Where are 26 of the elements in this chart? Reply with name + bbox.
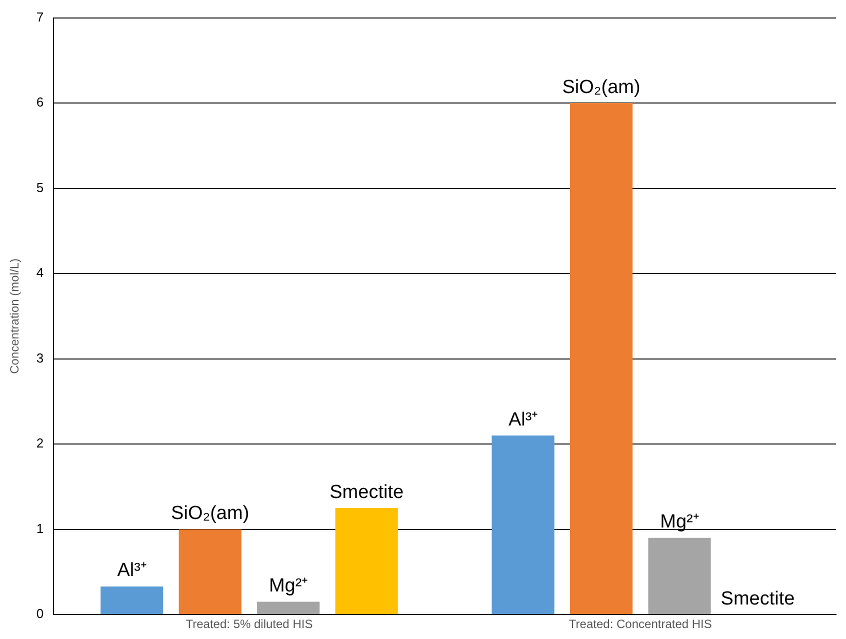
x-tick-label: Treated: Concentrated HIS: [568, 617, 712, 632]
bar: [335, 508, 398, 614]
text: Al³⁺: [508, 409, 538, 430]
bar: [492, 436, 554, 614]
bar: [100, 586, 164, 614]
bar: [648, 538, 711, 614]
y-tick-label: 2: [36, 436, 44, 451]
y-tick-label: 4: [36, 265, 44, 280]
series-label: Smectite: [330, 482, 404, 503]
series-label: SiO₂(am): [562, 76, 640, 98]
y-tick-label: 3: [36, 350, 44, 366]
y-tick-label: 6: [36, 94, 44, 110]
text: Mg²⁺: [660, 512, 699, 533]
bar: [570, 103, 633, 614]
series-label: Mg²⁺: [268, 576, 308, 597]
y-tick-label: 5: [36, 180, 44, 195]
text: SiO₂(am): [171, 503, 250, 524]
bar: [178, 529, 242, 614]
series-label: Al³⁺: [117, 560, 146, 582]
y-axis-title: Concentration (mol/L): [8, 258, 22, 374]
y-tick-label: 7: [36, 9, 44, 24]
y-tick-label: 1: [36, 520, 44, 536]
x-tick-label: Treated: 5% diluted HIS: [186, 617, 313, 632]
text: Smectite: [720, 588, 795, 610]
y-tick-label: 0: [36, 606, 44, 622]
bar: [257, 602, 320, 614]
